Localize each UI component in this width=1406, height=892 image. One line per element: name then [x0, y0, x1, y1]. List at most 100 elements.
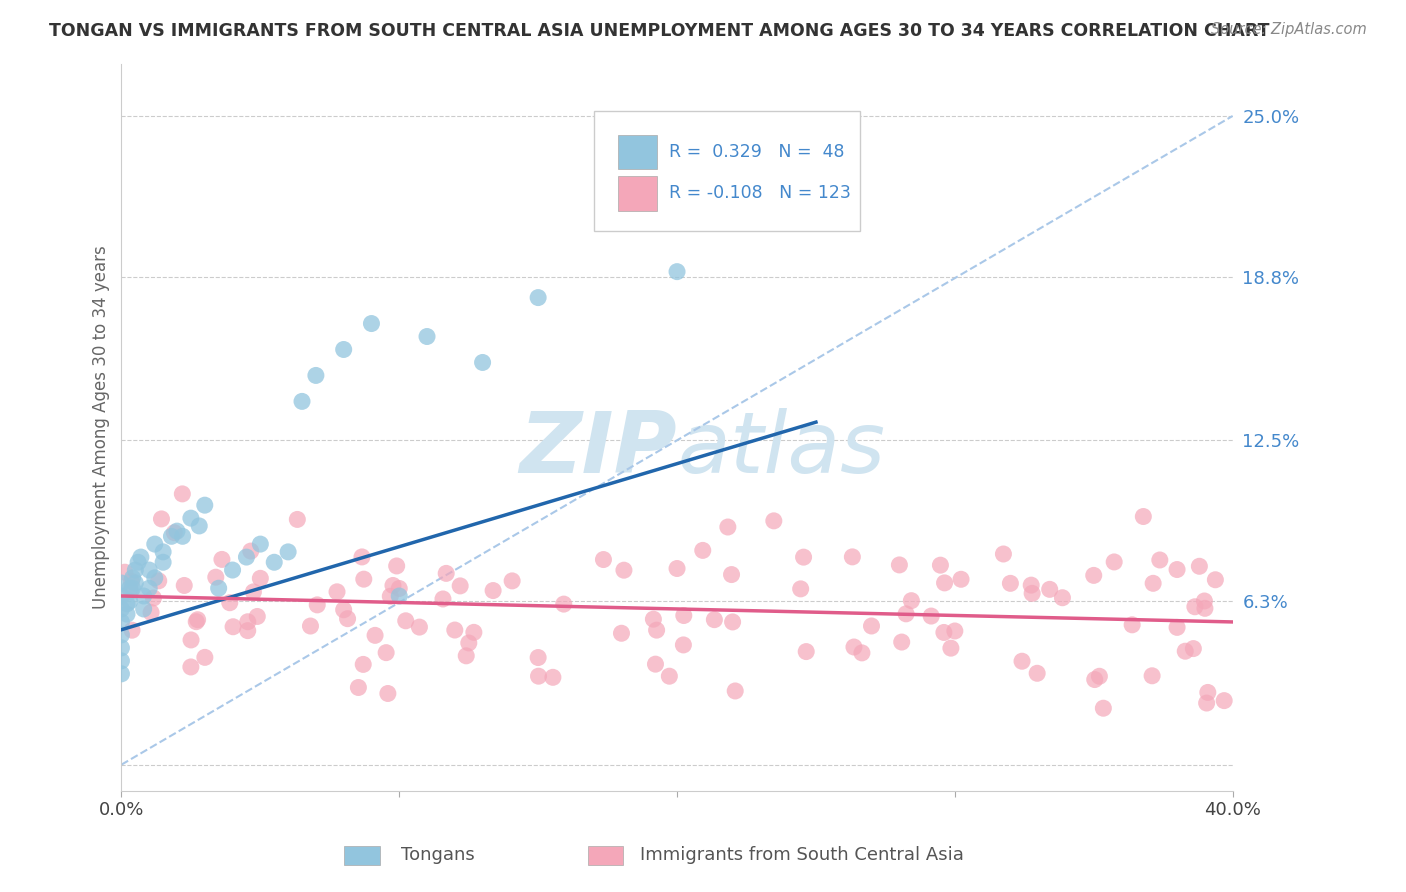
Point — [1021, 586, 1043, 600]
FancyBboxPatch shape — [619, 176, 657, 211]
Point — [1084, 673, 1107, 687]
Point — [110, 628, 132, 642]
Point — [703, 613, 725, 627]
Point — [186, 615, 208, 629]
Point — [434, 566, 457, 581]
Point — [1184, 599, 1206, 614]
Point — [332, 343, 354, 357]
Point — [721, 615, 744, 629]
Point — [142, 591, 165, 605]
Point — [285, 512, 308, 526]
Point — [115, 607, 138, 622]
Point — [841, 549, 863, 564]
Point — [645, 623, 668, 637]
Point — [720, 567, 742, 582]
Point — [1142, 576, 1164, 591]
Point — [1026, 666, 1049, 681]
Point — [120, 574, 142, 589]
Y-axis label: Unemployment Among Ages 30 to 34 years: Unemployment Among Ages 30 to 34 years — [93, 245, 110, 609]
Point — [132, 602, 155, 616]
Point — [501, 574, 523, 588]
Text: TONGAN VS IMMIGRANTS FROM SOUTH CENTRAL ASIA UNEMPLOYMENT AMONG AGES 30 TO 34 YE: TONGAN VS IMMIGRANTS FROM SOUTH CENTRAL … — [49, 22, 1270, 40]
Point — [152, 545, 174, 559]
Point — [188, 519, 211, 533]
Point — [443, 623, 465, 637]
Point — [163, 525, 186, 540]
Point — [120, 584, 142, 599]
Point — [364, 628, 387, 642]
Point — [717, 520, 740, 534]
Point — [900, 593, 922, 607]
Point — [132, 589, 155, 603]
Point — [457, 636, 479, 650]
Point — [110, 615, 132, 629]
Point — [894, 607, 917, 621]
Point — [187, 613, 209, 627]
Text: R = -0.108   N = 123: R = -0.108 N = 123 — [669, 185, 851, 202]
Point — [121, 581, 143, 595]
Point — [350, 549, 373, 564]
FancyBboxPatch shape — [593, 112, 860, 231]
Point — [527, 650, 550, 665]
Point — [1092, 701, 1115, 715]
Point — [1197, 685, 1219, 699]
Point — [724, 684, 747, 698]
Point — [127, 555, 149, 569]
Point — [939, 641, 962, 656]
Point — [336, 612, 359, 626]
Point — [610, 626, 633, 640]
Point — [943, 624, 966, 638]
Point — [1019, 578, 1042, 592]
Point — [172, 487, 194, 501]
Point — [1052, 591, 1074, 605]
Point — [150, 512, 173, 526]
Point — [672, 608, 695, 623]
Point — [291, 394, 314, 409]
Point — [380, 589, 402, 603]
Point — [471, 355, 494, 369]
Point — [139, 606, 162, 620]
Point — [360, 317, 382, 331]
Point — [129, 550, 152, 565]
Point — [527, 291, 550, 305]
Point — [1182, 641, 1205, 656]
Point — [416, 329, 439, 343]
Point — [851, 646, 873, 660]
Point — [890, 635, 912, 649]
Point — [110, 576, 132, 591]
Point — [388, 582, 411, 596]
Point — [204, 570, 226, 584]
Point — [1204, 573, 1226, 587]
Point — [463, 625, 485, 640]
Point — [1088, 669, 1111, 683]
Point — [592, 552, 614, 566]
Point — [1166, 620, 1188, 634]
Point — [138, 581, 160, 595]
Point — [110, 640, 132, 655]
Point — [352, 657, 374, 672]
Point — [920, 609, 942, 624]
Point — [762, 514, 785, 528]
Point — [692, 543, 714, 558]
Text: Source: ZipAtlas.com: Source: ZipAtlas.com — [1211, 22, 1367, 37]
Point — [1194, 594, 1216, 608]
Point — [1166, 562, 1188, 576]
Point — [110, 602, 132, 616]
Point — [672, 638, 695, 652]
Point — [249, 537, 271, 551]
Point — [236, 624, 259, 638]
Point — [152, 555, 174, 569]
Point — [221, 563, 243, 577]
Point — [235, 550, 257, 565]
Point — [395, 614, 418, 628]
Point — [236, 615, 259, 629]
Point — [148, 574, 170, 588]
Point — [1132, 509, 1154, 524]
Point — [860, 619, 883, 633]
Point — [644, 657, 666, 672]
Point — [194, 650, 217, 665]
Point — [643, 612, 665, 626]
FancyBboxPatch shape — [619, 135, 657, 169]
Point — [375, 646, 398, 660]
Point — [932, 625, 955, 640]
